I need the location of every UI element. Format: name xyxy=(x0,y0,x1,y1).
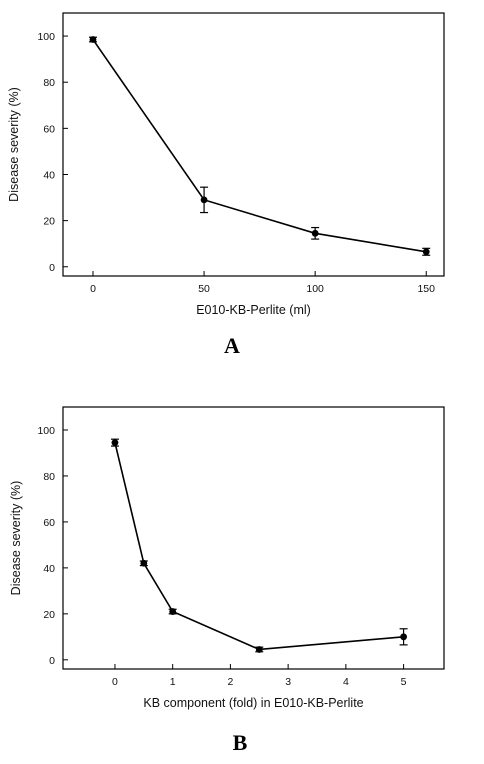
x-tick-label: 150 xyxy=(417,283,435,295)
x-tick-label: 0 xyxy=(90,283,96,295)
y-tick-label: 80 xyxy=(43,77,55,89)
chart-panel-b: 0 1 2 3 4 5 0 20 40 60 80 100 KB component (fold) in… xyxy=(9,406,445,755)
series-line xyxy=(92,39,427,253)
y-tick-label: 100 xyxy=(37,31,55,43)
data-point xyxy=(422,248,430,256)
y-tick-label: 20 xyxy=(43,609,55,621)
chart-panel-a: 0 50 100 150 0 20 40 60 80 100 E010-KB-Perlite (ml… xyxy=(7,12,445,358)
y-tick-label: 0 xyxy=(49,262,55,274)
panel-label: A xyxy=(224,333,240,358)
data-point xyxy=(111,439,119,447)
plot-frame xyxy=(62,406,445,670)
y-tick-label: 60 xyxy=(43,517,55,529)
x-tick-label: 1 xyxy=(170,676,176,688)
x-axis-title: KB component (fold) in E010-KB-Perlite xyxy=(143,696,363,710)
plot-frame xyxy=(62,12,445,277)
data-point xyxy=(200,196,208,204)
y-tick-label: 40 xyxy=(43,563,55,575)
data-point xyxy=(89,36,97,43)
y-tick-label: 40 xyxy=(43,169,55,181)
x-tick-label: 100 xyxy=(306,283,324,295)
x-tick-label: 50 xyxy=(198,283,210,295)
y-tick-label: 60 xyxy=(43,123,55,135)
x-tick-label: 0 xyxy=(112,676,118,688)
data-point xyxy=(140,559,148,567)
y-tick-label: 0 xyxy=(49,655,55,667)
panel-label: B xyxy=(233,730,248,755)
data-point xyxy=(169,608,177,615)
x-tick-label: 4 xyxy=(343,676,349,688)
x-tick-label: 5 xyxy=(401,676,407,688)
x-tick-label: 2 xyxy=(227,676,233,688)
data-point xyxy=(400,633,407,641)
x-axis-title: E010-KB-Perlite (ml) xyxy=(196,303,311,317)
y-axis-title: Disease severity (%) xyxy=(9,481,23,596)
y-tick-label: 100 xyxy=(37,425,55,437)
x-tick-label: 3 xyxy=(285,676,291,688)
data-point xyxy=(311,229,319,237)
y-tick-label: 80 xyxy=(43,471,55,483)
series-line xyxy=(114,442,404,651)
data-point xyxy=(255,646,263,653)
y-axis-title: Disease severity (%) xyxy=(7,87,21,202)
y-tick-label: 20 xyxy=(43,216,55,228)
